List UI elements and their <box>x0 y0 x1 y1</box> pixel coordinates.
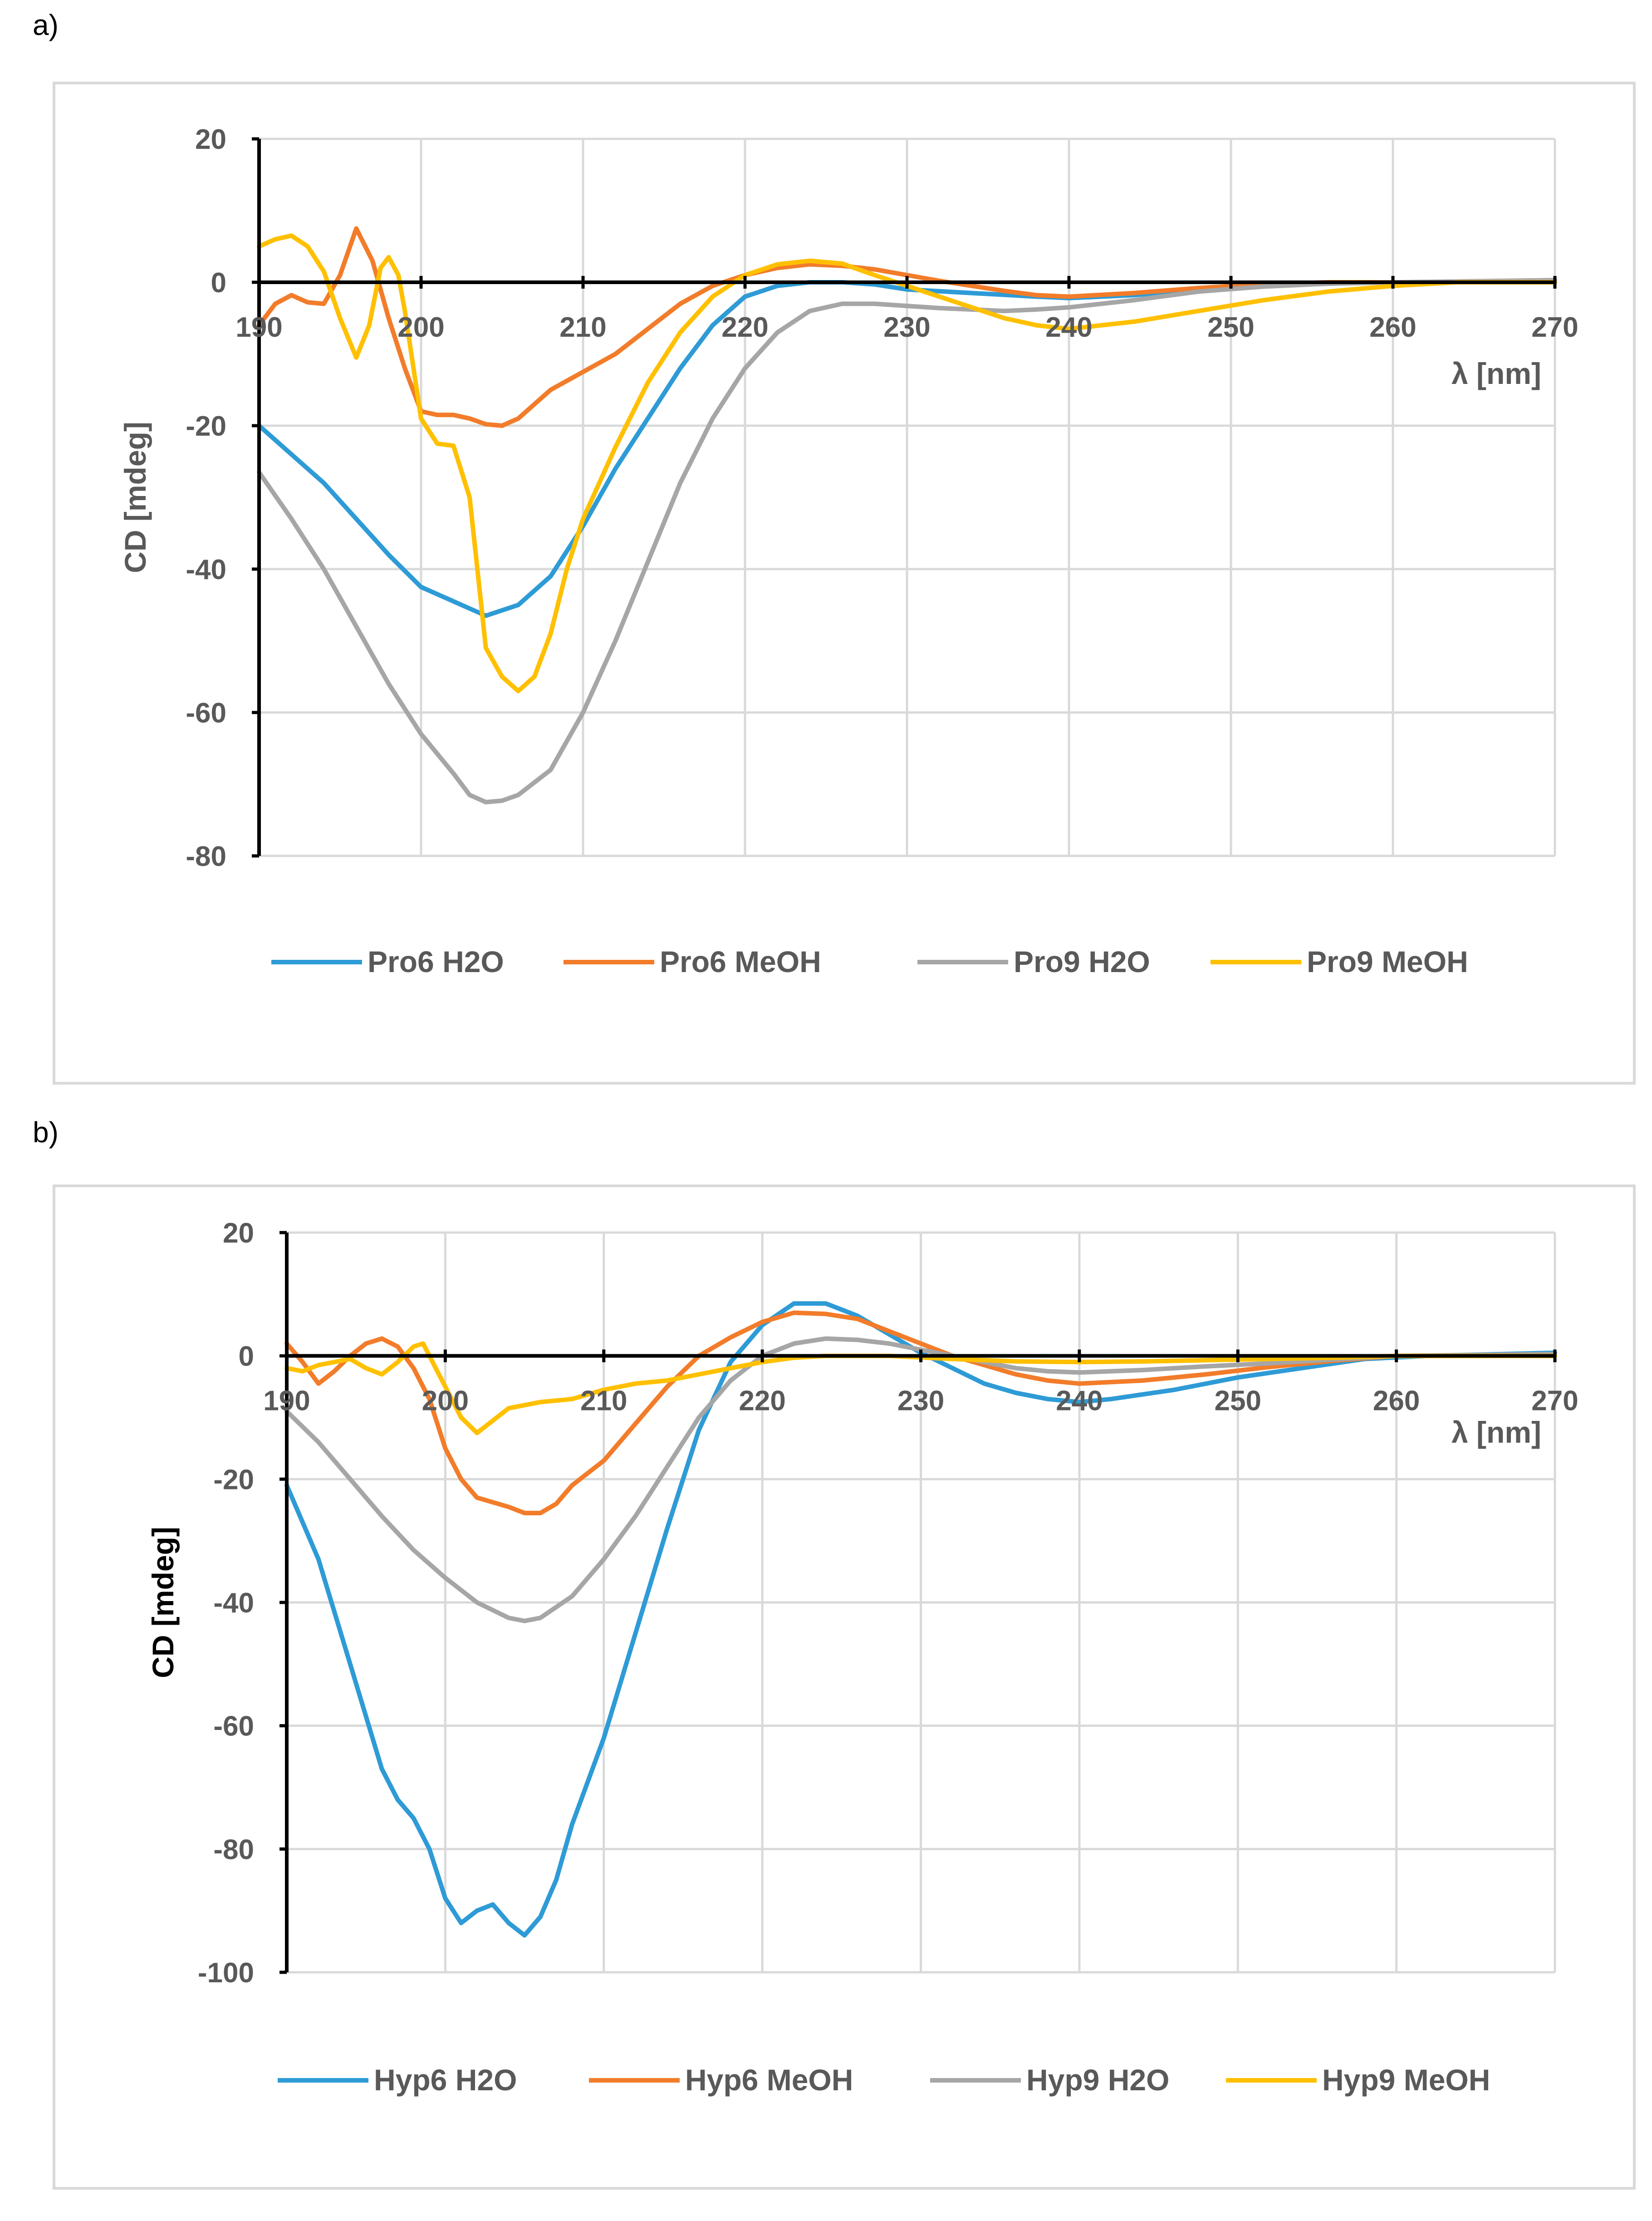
y-tick-label: -60 <box>186 698 226 729</box>
panel-label-a: a) <box>33 9 59 41</box>
y-tick-label: 0 <box>239 1341 254 1372</box>
legend-label: Pro9 MeOH <box>1307 945 1468 978</box>
x-tick-label: 270 <box>1531 1386 1578 1417</box>
x-tick-label: 250 <box>1207 312 1254 343</box>
y-tick-label: 20 <box>195 124 226 155</box>
x-tick-label: 190 <box>263 1386 310 1417</box>
series-line-hyp9-meoh <box>284 1341 1557 1435</box>
legend-label: Pro9 H2O <box>1014 945 1150 978</box>
series-line-pro9-meoh <box>257 233 1557 693</box>
y-tick-label: -40 <box>186 554 226 585</box>
legend-label: Pro6 MeOH <box>660 945 821 978</box>
x-tick-label: 220 <box>739 1386 785 1417</box>
x-tick-label: 250 <box>1215 1386 1261 1417</box>
y-tick-label: -20 <box>186 411 226 442</box>
y-axis-title: CD [mdeg] <box>118 422 152 573</box>
series-line-pro6-meoh <box>257 226 1557 428</box>
x-tick-label: 200 <box>397 312 444 343</box>
series-line-hyp6-h2o <box>284 1301 1557 1938</box>
x-tick-label: 230 <box>883 312 930 343</box>
x-tick-label: 220 <box>721 312 768 343</box>
chart-frame-b: 190 200 210 220 230 240 250 260 270 20 0 -20 -40 -60-… <box>53 1184 1636 2190</box>
chart-frame-a: 190 200 210 220 230 240 250 260 270 20 0 -20 -40 -60-… <box>53 82 1636 1085</box>
cd-chart-a: 190 200 210 220 230 240 250 260 270200-20-40-60-… <box>118 124 1578 978</box>
y-axis-title: CD [mdeg] <box>146 1527 180 1678</box>
panel-label-b: b) <box>33 1116 59 1149</box>
x-tick-label: 230 <box>897 1386 944 1417</box>
legend-label: Hyp9 H2O <box>1026 2063 1169 2097</box>
legend-label: Hyp9 MeOH <box>1322 2063 1490 2097</box>
y-tick-label: -60 <box>213 1711 254 1742</box>
x-tick-label: 210 <box>580 1386 627 1417</box>
legend-label: Hyp6 H2O <box>374 2063 517 2097</box>
legend-label: Hyp6 MeOH <box>685 2063 853 2097</box>
y-tick-label: -80 <box>213 1834 254 1865</box>
x-tick-label: 240 <box>1056 1386 1103 1417</box>
y-tick-label: -20 <box>213 1464 254 1495</box>
x-tick-label: 210 <box>559 312 606 343</box>
x-axis-title: λ [nm] <box>1451 357 1541 390</box>
series-line-hyp6-meoh <box>284 1310 1557 1515</box>
cd-chart-b: 190 200 210 220 230 240 250 260 270200-20-40-60-… <box>146 1218 1578 2097</box>
legend-label: Pro6 H2O <box>368 945 504 978</box>
series-line-pro9-h2o <box>257 278 1557 805</box>
x-tick-label: 190 <box>235 312 282 343</box>
x-tick-label: 260 <box>1369 312 1416 343</box>
x-tick-label: 260 <box>1373 1386 1420 1417</box>
y-tick-label: -80 <box>186 841 226 872</box>
x-tick-label: 240 <box>1045 312 1092 343</box>
y-tick-label: -40 <box>213 1587 254 1619</box>
x-tick-label: 270 <box>1531 312 1578 343</box>
y-tick-label: 0 <box>211 267 226 299</box>
x-axis-title: λ [nm] <box>1451 1415 1541 1449</box>
x-tick-label: 200 <box>422 1386 469 1417</box>
y-tick-label: 20 <box>223 1218 254 1249</box>
y-tick-label: -100 <box>198 1957 254 1989</box>
